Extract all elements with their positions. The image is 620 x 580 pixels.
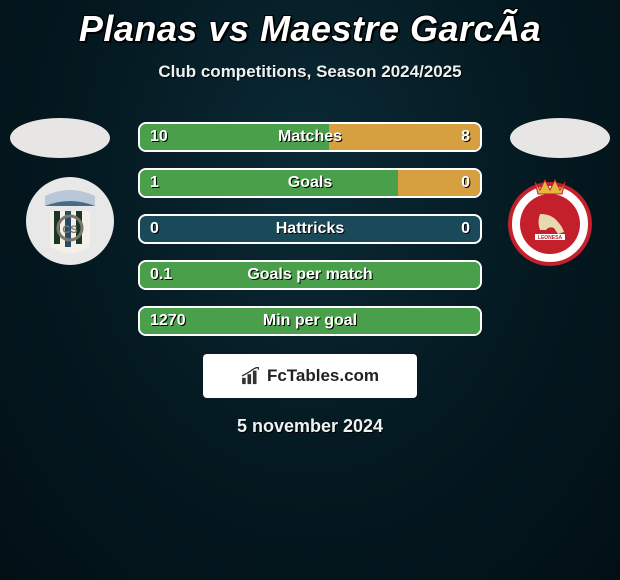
- stat-value-right: 0: [461, 170, 470, 196]
- club-badge-left: CS: [25, 176, 115, 266]
- stat-value-left: 1270: [150, 308, 186, 334]
- stat-label: Hattricks: [140, 216, 480, 242]
- stat-value-left: 1: [150, 170, 159, 196]
- svg-text:CS: CS: [62, 224, 77, 236]
- club-left-crest-icon: CS: [25, 176, 115, 266]
- stat-label: Matches: [140, 124, 480, 150]
- stat-value-left: 0.1: [150, 262, 172, 288]
- stat-value-right: 0: [461, 216, 470, 242]
- stat-value-left: 10: [150, 124, 168, 150]
- branding-text: FcTables.com: [267, 366, 379, 386]
- stat-label: Min per goal: [140, 308, 480, 334]
- club-right-crest-icon: LEONESA: [505, 176, 595, 266]
- page-title: Planas vs Maestre GarcÃ­a: [0, 0, 620, 50]
- stat-row: Goals per match0.1: [138, 260, 482, 290]
- date-label: 5 november 2024: [0, 416, 620, 437]
- club-badge-right: LEONESA: [505, 176, 595, 266]
- stat-label: Goals per match: [140, 262, 480, 288]
- stat-value-right: 8: [461, 124, 470, 150]
- stat-row: Min per goal1270: [138, 306, 482, 336]
- player-right-oval: [510, 118, 610, 158]
- stat-value-left: 0: [150, 216, 159, 242]
- stat-row: Matches10 8: [138, 122, 482, 152]
- svg-text:LEONESA: LEONESA: [538, 235, 563, 241]
- stat-row: Hattricks0 0: [138, 214, 482, 244]
- player-left-oval: [10, 118, 110, 158]
- branding-badge: FcTables.com: [203, 354, 417, 398]
- subtitle: Club competitions, Season 2024/2025: [0, 62, 620, 82]
- bar-chart-icon: [241, 367, 263, 385]
- stats-container: Matches108Goals10Hattricks00Goals per ma…: [138, 122, 482, 352]
- stat-row: Goals1 0: [138, 168, 482, 198]
- stat-label: Goals: [140, 170, 480, 196]
